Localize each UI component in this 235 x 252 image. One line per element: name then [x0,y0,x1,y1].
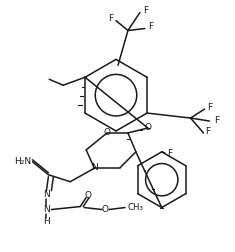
Text: F: F [205,128,211,137]
Text: F: F [108,14,113,23]
Text: F: F [167,149,172,158]
Text: N: N [91,163,98,172]
Text: F: F [208,103,213,112]
Text: N: N [43,190,50,199]
Text: F: F [143,6,148,15]
Text: H: H [43,217,50,226]
Text: O: O [102,205,109,214]
Text: N: N [43,205,50,214]
Text: CH₃: CH₃ [128,203,144,212]
Text: O: O [104,129,110,137]
Text: F: F [148,22,153,31]
Text: O: O [85,191,92,200]
Text: F: F [214,115,219,124]
Text: H₂N: H₂N [15,157,32,166]
Text: O: O [144,123,151,133]
